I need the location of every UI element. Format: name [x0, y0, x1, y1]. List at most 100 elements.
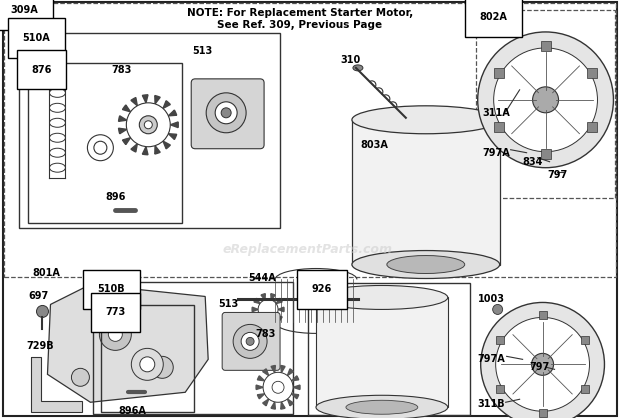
Ellipse shape [316, 395, 448, 419]
Text: 729B: 729B [27, 341, 54, 352]
Text: 876: 876 [32, 65, 52, 75]
Bar [539, 311, 547, 319]
Polygon shape [271, 294, 275, 300]
Text: 773: 773 [105, 308, 126, 318]
Circle shape [493, 305, 503, 314]
Polygon shape [276, 316, 282, 321]
Circle shape [37, 305, 48, 318]
Bar [94, 282, 293, 414]
Polygon shape [163, 141, 170, 149]
Polygon shape [263, 399, 268, 406]
Circle shape [494, 48, 598, 152]
Text: 310: 310 [340, 55, 360, 65]
Text: 896: 896 [105, 191, 126, 202]
Polygon shape [170, 122, 178, 128]
Polygon shape [254, 298, 260, 304]
Ellipse shape [353, 65, 363, 71]
Bar [541, 149, 551, 159]
Circle shape [495, 318, 590, 411]
Text: 544A: 544A [248, 272, 276, 282]
Polygon shape [155, 146, 160, 154]
Text: 896A: 896A [118, 406, 146, 416]
Polygon shape [131, 98, 137, 106]
Polygon shape [281, 402, 285, 409]
Polygon shape [288, 399, 293, 406]
Circle shape [233, 324, 267, 358]
Bar [494, 68, 504, 78]
Bar [308, 284, 470, 415]
Ellipse shape [346, 400, 418, 414]
Bar [102, 305, 194, 412]
Text: 803A: 803A [360, 140, 388, 150]
Polygon shape [288, 369, 293, 375]
Bar [27, 63, 182, 222]
Text: 1003: 1003 [477, 295, 505, 305]
Polygon shape [293, 385, 300, 390]
Text: 311B: 311B [477, 399, 505, 409]
Ellipse shape [387, 256, 465, 274]
Polygon shape [143, 95, 148, 103]
Text: 802A: 802A [480, 12, 508, 22]
Circle shape [477, 32, 613, 168]
Circle shape [151, 356, 173, 378]
Text: 510A: 510A [22, 33, 50, 43]
Bar [476, 10, 616, 198]
Polygon shape [257, 376, 265, 381]
Polygon shape [261, 294, 265, 300]
Polygon shape [291, 394, 299, 399]
FancyBboxPatch shape [222, 313, 280, 370]
Polygon shape [254, 316, 260, 321]
Polygon shape [291, 376, 299, 381]
Circle shape [531, 353, 554, 375]
Ellipse shape [316, 285, 448, 310]
Text: eReplacementParts.com: eReplacementParts.com [223, 243, 393, 256]
Ellipse shape [352, 106, 500, 134]
Polygon shape [143, 147, 148, 155]
Bar [352, 120, 500, 264]
Text: 797: 797 [547, 170, 568, 180]
Circle shape [258, 300, 278, 319]
Bar [19, 33, 280, 228]
PathPatch shape [30, 357, 82, 412]
Polygon shape [131, 144, 137, 152]
Text: 801A: 801A [32, 267, 60, 277]
Circle shape [206, 93, 246, 133]
Polygon shape [123, 105, 131, 112]
Text: 513: 513 [218, 300, 239, 310]
Circle shape [246, 337, 254, 345]
Polygon shape [252, 307, 258, 312]
Bar [316, 297, 448, 407]
Text: 834: 834 [523, 157, 543, 167]
Polygon shape [118, 128, 127, 134]
Text: 311A: 311A [483, 108, 510, 118]
Text: 783: 783 [112, 65, 131, 75]
Polygon shape [123, 138, 131, 145]
Ellipse shape [352, 251, 500, 279]
Bar [496, 336, 504, 344]
Bar [581, 385, 589, 393]
Text: 309A: 309A [11, 5, 38, 15]
Circle shape [241, 332, 259, 350]
Ellipse shape [131, 348, 163, 380]
Bar [496, 385, 504, 393]
Bar [4, 3, 616, 277]
Ellipse shape [140, 357, 155, 372]
Circle shape [533, 87, 559, 113]
Text: 926: 926 [312, 285, 332, 295]
Bar [587, 68, 597, 78]
Polygon shape [261, 319, 265, 325]
Circle shape [215, 102, 237, 124]
Circle shape [221, 108, 231, 118]
FancyBboxPatch shape [191, 79, 264, 149]
Circle shape [99, 318, 131, 350]
Circle shape [480, 303, 604, 419]
Circle shape [263, 372, 293, 402]
Text: 797A: 797A [477, 354, 505, 365]
Circle shape [126, 103, 170, 147]
Polygon shape [118, 116, 127, 122]
Circle shape [144, 121, 153, 129]
Text: 797: 797 [529, 362, 550, 372]
Bar [541, 41, 551, 51]
Polygon shape [271, 365, 275, 372]
Polygon shape [281, 365, 285, 372]
